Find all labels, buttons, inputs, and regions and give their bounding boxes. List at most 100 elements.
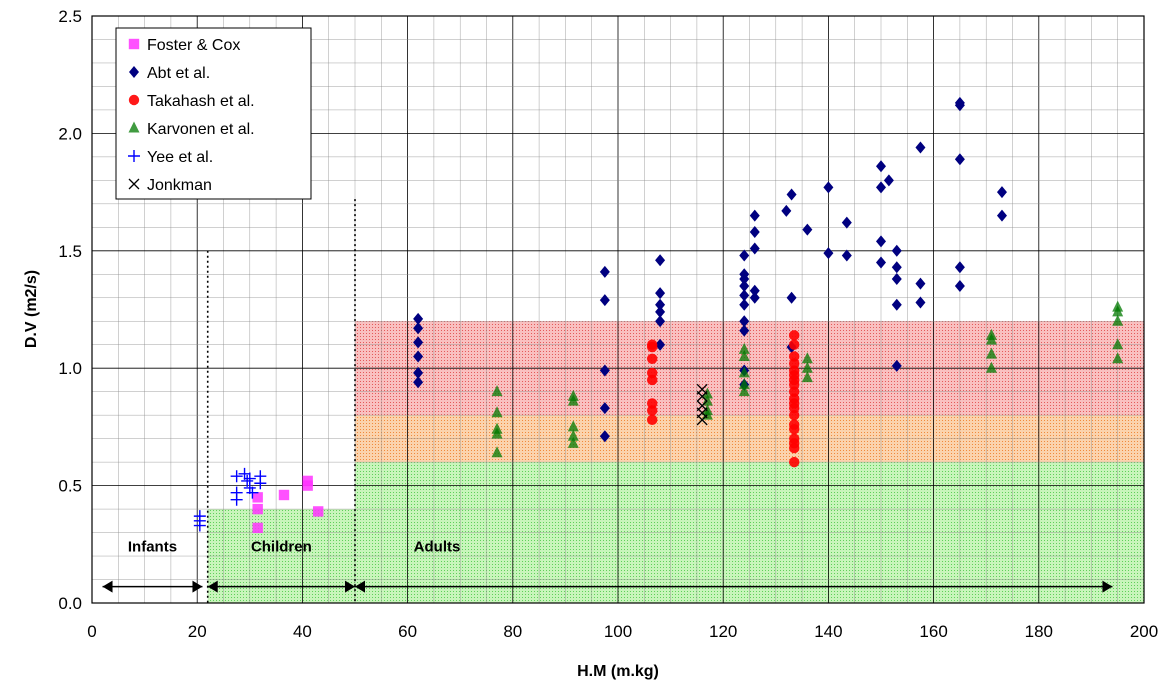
data-point-karvonen-et-al	[738, 385, 750, 397]
data-point-karvonen-et-al	[1112, 305, 1124, 317]
data-point-karvonen-et-al	[567, 436, 579, 448]
y-tick-label: 0.5	[58, 477, 82, 496]
x-tick-label: 40	[293, 622, 312, 641]
y-tick-label: 0.0	[58, 594, 82, 613]
data-point-abt-et-al	[891, 272, 902, 285]
data-point-abt-et-al	[739, 298, 750, 311]
data-point-abt-et-al	[876, 235, 886, 248]
data-point-karvonen-et-al	[985, 333, 997, 345]
data-point-abt-et-al	[891, 244, 902, 257]
data-point-abt-et-al	[599, 402, 610, 415]
legend-entry-yee: Yee et al.	[147, 149, 213, 166]
data-point-karvonen-et-al	[567, 394, 579, 406]
data-point-abt-et-al	[876, 160, 886, 173]
legend-entry-abt: Abt et al.	[147, 65, 210, 82]
data-point-abt-et-al	[954, 99, 965, 112]
data-point-abt-et-al	[876, 181, 886, 194]
data-point-abt-et-al	[915, 141, 926, 154]
data-point-karvonen-et-al	[738, 349, 750, 361]
grid-lines	[91, 15, 1145, 604]
legend-marker-foster-cox	[128, 38, 140, 50]
zone-label-children: Children	[251, 538, 312, 555]
y-tick-label: 1.0	[58, 359, 82, 378]
data-point-abt-et-al	[599, 430, 610, 443]
data-point-yee-et-al	[230, 493, 243, 506]
zone-arrow-head-left	[355, 580, 365, 593]
y-axis: 0.0 0.5 1.0 1.5 2.0 2.5 D.V (m2/s)	[23, 7, 82, 613]
legend-marker-jonkman	[128, 178, 140, 190]
zone-arrow-head-right	[192, 580, 203, 593]
data-point-abt-et-al	[655, 305, 666, 318]
legend-entry-jonkman: Jonkman	[147, 177, 212, 194]
legend: Foster & Cox Abt et al. Takahash et al. …	[115, 27, 312, 200]
data-point-abt-et-al	[823, 181, 834, 194]
data-point-abt-et-al	[413, 312, 424, 325]
data-point-takahash-et-al	[789, 409, 800, 421]
legend-marker-abt-et-al	[129, 66, 139, 78]
y-axis-title: D.V (m2/s)	[23, 270, 40, 348]
data-point-abt-et-al	[739, 315, 750, 328]
data-point-karvonen-et-al	[801, 361, 813, 373]
data-point-karvonen-et-al	[738, 342, 750, 354]
data-point-abt-et-al	[739, 280, 750, 293]
data-point-abt-et-al	[413, 376, 424, 389]
data-point-karvonen-et-al	[738, 366, 750, 378]
data-point-foster-cox	[252, 522, 263, 534]
x-tick-label: 60	[398, 622, 417, 641]
plot-area: Infants Children Adults	[91, 15, 1145, 604]
legend-box	[115, 27, 312, 200]
data-point-karvonen-et-al	[1112, 338, 1124, 350]
zone-arrow-head-left	[102, 580, 113, 593]
data-point-abt-et-al	[876, 256, 886, 269]
x-tick-label: 140	[814, 622, 842, 641]
zone-arrow-head-right	[1102, 580, 1113, 593]
data-point-abt-et-al	[413, 336, 424, 349]
data-point-abt-et-al	[749, 209, 760, 222]
data-point-abt-et-al	[749, 242, 760, 255]
data-point-abt-et-al	[739, 272, 750, 285]
x-axis-title: H.M (m.kg)	[577, 663, 659, 680]
data-point-abt-et-al	[883, 174, 894, 187]
x-tick-label: 180	[1025, 622, 1053, 641]
zone-arrow-head-left	[207, 580, 218, 593]
data-point-abt-et-al	[599, 364, 610, 377]
data-point-foster-cox	[252, 503, 263, 515]
data-point-abt-et-al	[786, 291, 797, 304]
data-point-yee-et-al	[246, 486, 259, 499]
data-point-abt-et-al	[655, 338, 666, 351]
data-point-abt-et-al	[954, 153, 965, 166]
y-tick-label: 1.5	[58, 242, 82, 261]
x-tick-label: 20	[188, 622, 207, 641]
data-point-abt-et-al	[891, 298, 902, 311]
data-point-takahash-et-al	[646, 414, 658, 426]
legend-entry-karvonen: Karvonen et al.	[147, 121, 255, 138]
data-point-takahash-et-al	[789, 424, 800, 435]
x-tick-label: 200	[1130, 622, 1158, 641]
data-point-karvonen-et-al	[985, 361, 997, 373]
data-point-karvonen-et-al	[567, 420, 579, 432]
data-point-abt-et-al	[413, 366, 424, 379]
zone-arrow-head-right	[345, 580, 355, 593]
data-point-takahash-et-al	[646, 374, 658, 386]
data-point-jonkman	[696, 390, 708, 402]
data-point-yee-et-al	[193, 519, 206, 532]
zone-annotations: Infants Children Adults	[102, 538, 1113, 593]
data-point-karvonen-et-al	[491, 385, 503, 397]
data-point-karvonen-et-al	[801, 352, 813, 364]
data-point-yee-et-al	[230, 470, 243, 483]
data-point-abt-et-al	[413, 350, 424, 363]
data-point-karvonen-et-al	[491, 446, 503, 458]
data-point-karvonen-et-al	[491, 427, 503, 439]
data-point-karvonen-et-al	[738, 378, 750, 390]
x-tick-label: 100	[604, 622, 632, 641]
data-point-abt-et-al	[599, 265, 610, 278]
legend-entry-foster-cox: Foster & Cox	[147, 37, 240, 54]
data-point-yee-et-al	[241, 474, 254, 487]
data-point-abt-et-al	[655, 287, 666, 300]
legend-markers	[128, 38, 140, 190]
data-point-foster-cox	[302, 480, 313, 491]
data-point-abt-et-al	[823, 247, 834, 260]
data-point-abt-et-al	[996, 209, 1007, 222]
data-point-abt-et-al	[739, 324, 750, 337]
data-point-abt-et-al	[749, 226, 760, 239]
